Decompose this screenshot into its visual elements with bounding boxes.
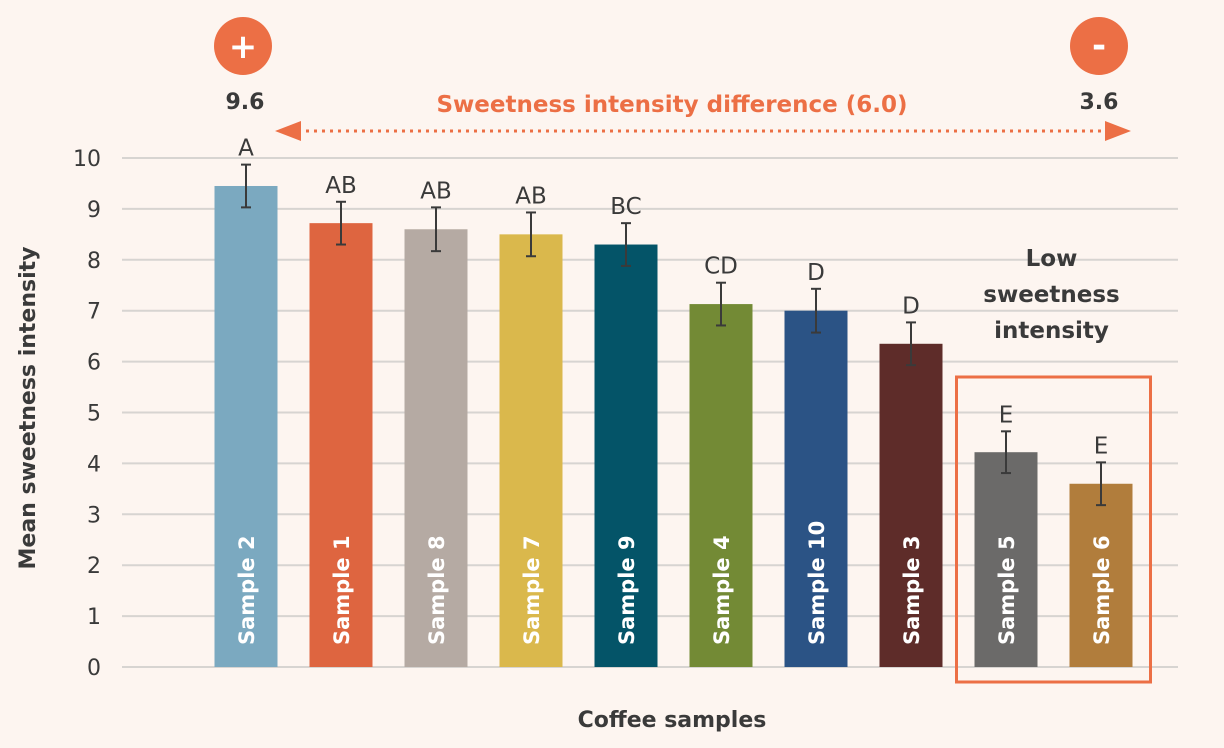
y-tick-label: 6	[87, 351, 101, 376]
significance-letter: AB	[420, 178, 452, 204]
bar	[309, 223, 373, 668]
y-tick-label: 5	[87, 402, 101, 427]
bar-category-label: Sample 2	[235, 535, 259, 645]
bar	[499, 234, 563, 667]
significance-letter: D	[902, 293, 920, 319]
significance-letter: BC	[610, 194, 641, 220]
bar	[594, 244, 658, 667]
y-tick-label: 10	[73, 147, 101, 172]
high-value-label: 9.6	[226, 90, 265, 115]
significance-letter: CD	[704, 254, 738, 280]
bar	[214, 185, 278, 667]
plus-badge-text: +	[229, 27, 258, 67]
plus-badge-icon	[214, 17, 272, 75]
minus-badge-text: -	[1092, 26, 1106, 66]
difference-arrow	[275, 121, 1131, 141]
low-sweetness-note: Low sweetness intensity	[983, 246, 1119, 344]
y-tick-label: 7	[87, 300, 101, 325]
significance-letter: E	[1094, 433, 1109, 459]
significance-letter: AB	[325, 173, 357, 199]
bar-category-label: Sample 1	[330, 535, 354, 645]
low-group-highlight-box	[955, 375, 1152, 684]
y-tick-label: 9	[87, 198, 101, 223]
bar	[784, 310, 848, 667]
y-tick-label: 3	[87, 503, 101, 528]
bar	[1069, 483, 1133, 667]
y-tick-labels: 0 1 2 3 4 5 6 7 8 9 10	[73, 147, 101, 681]
error-bars	[241, 163, 1106, 507]
low-value-label: 3.6	[1080, 90, 1119, 115]
bar-category-label: Sample 4	[710, 535, 734, 645]
y-tick-label: 1	[87, 605, 101, 630]
significance-letter: AB	[515, 183, 547, 209]
bar-category-label: Sample 8	[425, 535, 449, 645]
minus-badge-icon	[1070, 17, 1128, 75]
bar	[974, 452, 1038, 667]
bar	[404, 229, 468, 667]
significance-letter: A	[238, 136, 254, 162]
bar-category-label: Sample 6	[1090, 535, 1114, 645]
y-tick-label: 4	[87, 452, 101, 477]
bar	[879, 343, 943, 667]
low-note-line: Low	[1026, 246, 1078, 272]
bar-category-label: Sample 10	[805, 521, 829, 645]
y-tick-label: 2	[87, 554, 101, 579]
y-tick-label: 0	[87, 656, 101, 681]
low-note-line: sweetness	[983, 282, 1119, 308]
arrow-left-icon	[275, 121, 301, 141]
y-tick-label: 8	[87, 249, 101, 274]
y-axis-title: Mean sweetness intensity	[16, 247, 41, 570]
significance-letter: D	[807, 260, 825, 286]
bar-category-label: Sample 7	[520, 535, 544, 645]
low-note-line: intensity	[994, 318, 1109, 344]
x-axis-title: Coffee samples	[578, 708, 767, 733]
difference-label: Sweetness intensity difference (6.0)	[436, 92, 907, 118]
bar-category-label: Sample 3	[900, 535, 924, 645]
arrow-right-icon	[1105, 121, 1131, 141]
bar-labels: Sample 2 Sample 1 Sample 8 Sample 7 Sample 9…	[235, 521, 1114, 645]
bars	[214, 185, 1133, 668]
bar-category-label: Sample 9	[615, 535, 639, 645]
significance-letter: E	[999, 402, 1014, 428]
bar	[689, 304, 753, 667]
significance-letters: A AB AB AB BC CD D D E E	[238, 136, 1108, 460]
bar-category-label: Sample 5	[995, 535, 1019, 645]
